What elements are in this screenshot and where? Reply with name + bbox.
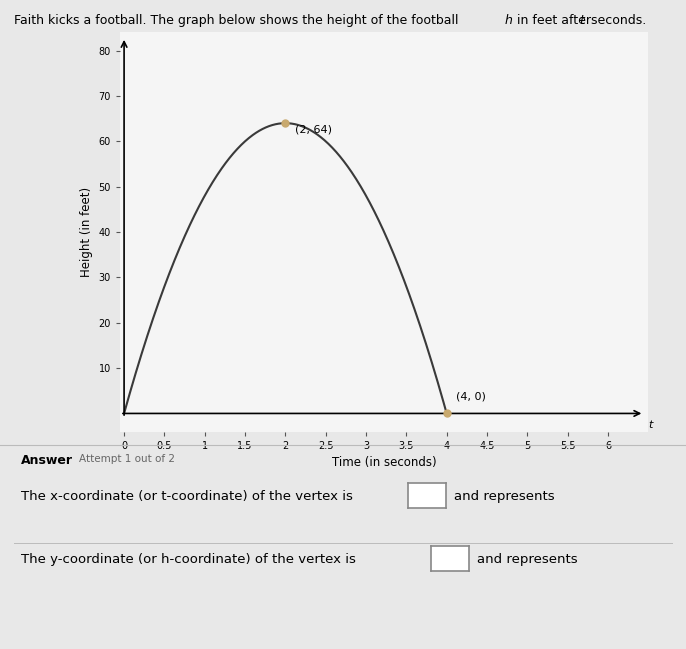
Text: Attempt 1 out of 2: Attempt 1 out of 2 <box>79 454 175 464</box>
Text: Answer: Answer <box>21 454 73 467</box>
Y-axis label: Height (in feet): Height (in feet) <box>80 187 93 277</box>
Text: Faith kicks a football. The graph below shows the height of the football: Faith kicks a football. The graph below … <box>14 14 462 27</box>
Text: The x-coordinate (or t-coordinate) of the vertex is: The x-coordinate (or t-coordinate) of th… <box>21 490 353 503</box>
Text: and represents: and represents <box>454 490 555 503</box>
X-axis label: Time (in seconds): Time (in seconds) <box>332 456 436 469</box>
Text: in feet after: in feet after <box>513 14 595 27</box>
Text: seconds.: seconds. <box>587 14 646 27</box>
Text: t: t <box>648 421 652 430</box>
Text: h: h <box>504 14 512 27</box>
Text: (2, 64): (2, 64) <box>295 124 332 134</box>
Text: t: t <box>580 14 584 27</box>
Text: The y-coordinate (or h-coordinate) of the vertex is: The y-coordinate (or h-coordinate) of th… <box>21 553 355 566</box>
Text: (4, 0): (4, 0) <box>456 392 486 402</box>
Text: and represents: and represents <box>477 553 578 566</box>
